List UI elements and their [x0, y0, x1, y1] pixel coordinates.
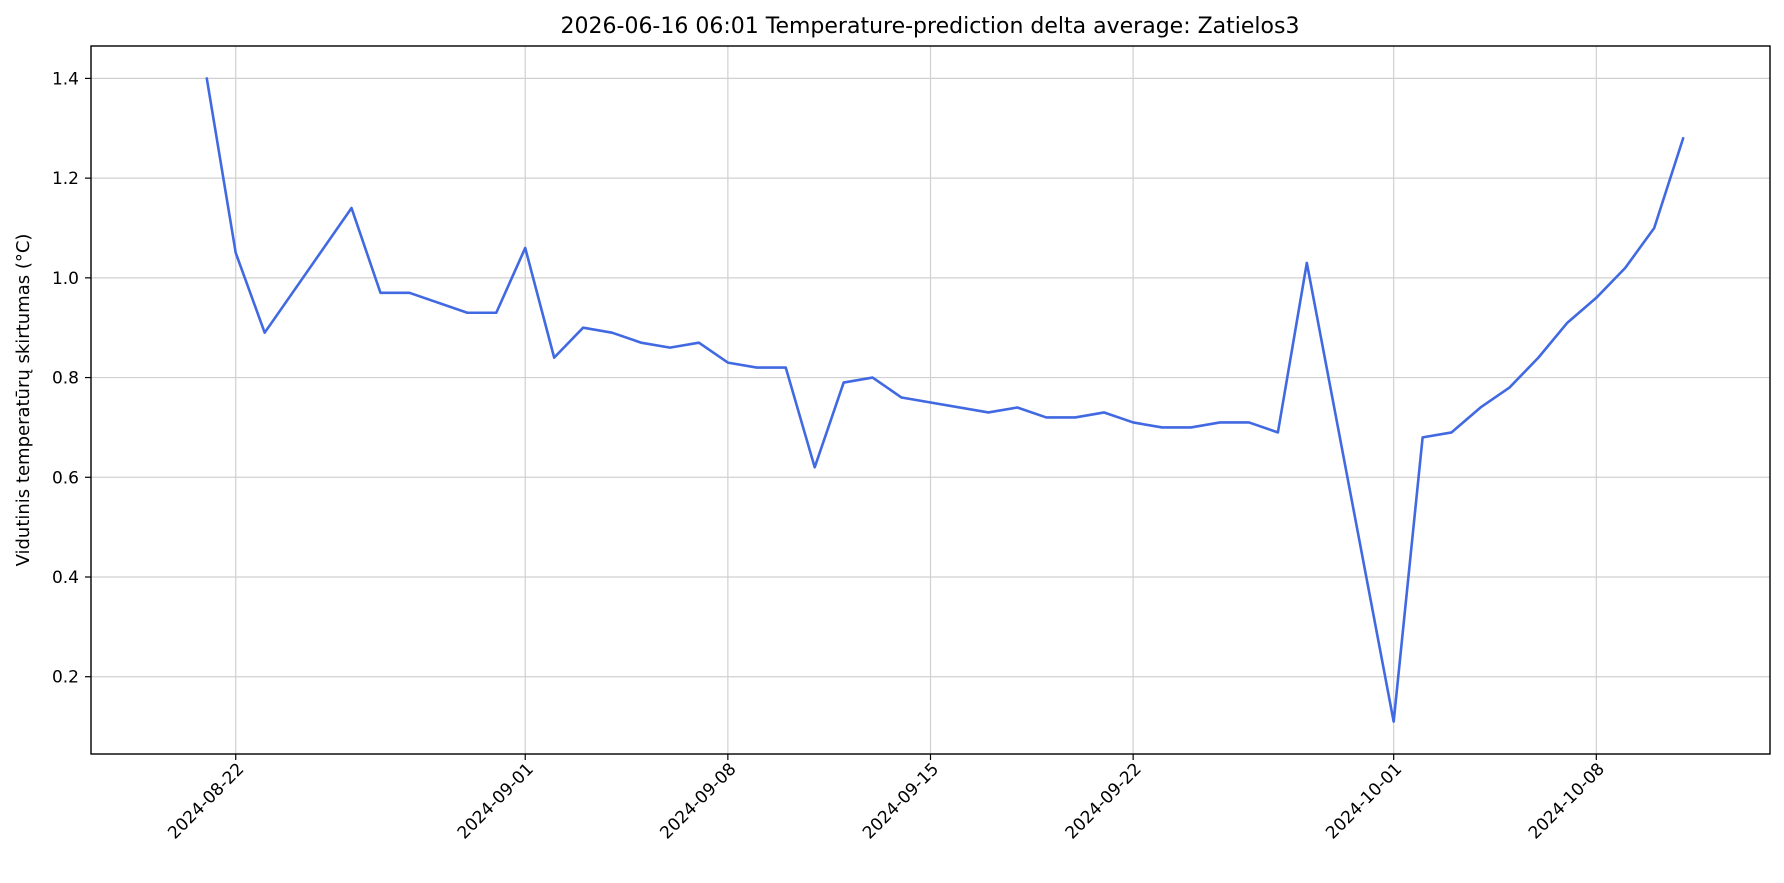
y-tick-label: 0.8 [52, 369, 79, 389]
y-tick-label: 0.6 [52, 468, 79, 488]
data-point [1219, 421, 1221, 423]
data-point [1045, 416, 1047, 418]
data-point [756, 367, 758, 369]
axis-ticks: 0.2 0.4 0.6 0.8 1.0 1.2 1.4 2024-08-22 2024-09-0… [52, 69, 1609, 843]
data-point [987, 411, 989, 413]
grid-lines [91, 46, 1770, 754]
y-tick-label: 0.4 [52, 568, 79, 588]
data-point [1277, 431, 1279, 433]
data-point [669, 347, 671, 349]
data-point [553, 357, 555, 359]
data-point [1306, 262, 1308, 264]
x-tick-label: 2024-09-22 [1062, 759, 1146, 843]
data-point [727, 362, 729, 364]
data-point [495, 312, 497, 314]
y-tick-label: 1.4 [52, 69, 79, 89]
data-point [843, 382, 845, 384]
x-tick-label: 2024-09-01 [454, 759, 538, 843]
data-point [785, 367, 787, 369]
x-tick-label: 2024-10-08 [1525, 759, 1609, 843]
data-point [1248, 421, 1250, 423]
data-point [1595, 297, 1597, 299]
data-point [814, 466, 816, 468]
data-point [1074, 416, 1076, 418]
data-point [235, 252, 237, 254]
data-point [206, 77, 208, 79]
data-point [1566, 322, 1568, 324]
data-point [1508, 387, 1510, 389]
y-tick-label: 1.0 [52, 269, 79, 289]
data-point [1016, 406, 1018, 408]
data-point [1103, 411, 1105, 413]
data-point [872, 377, 874, 379]
data-point [1537, 357, 1539, 359]
series-layer [205, 77, 1685, 723]
data-point [1653, 227, 1655, 229]
data-point [1624, 267, 1626, 269]
plot-frame [90, 45, 1771, 755]
x-tick-label: 2024-09-08 [656, 759, 740, 843]
x-tick-label: 2024-10-01 [1322, 759, 1406, 843]
data-point [524, 247, 526, 249]
data-point [1451, 431, 1453, 433]
y-tick-label: 1.2 [52, 169, 79, 189]
data-point [1132, 421, 1134, 423]
data-point [1480, 406, 1482, 408]
data-point [640, 342, 642, 344]
x-tick-label: 2024-08-22 [164, 759, 248, 843]
data-point [1190, 426, 1192, 428]
data-point [408, 292, 410, 294]
chart-title: 2026-06-16 06:01 Temperature-prediction … [561, 14, 1300, 39]
y-axis-label: Vidutinis temperatūrų skirtumas (°C) [13, 234, 34, 567]
data-point [1682, 137, 1684, 139]
data-point [1422, 436, 1424, 438]
data-point [611, 332, 613, 334]
data-point [1393, 721, 1395, 723]
data-point [379, 292, 381, 294]
data-point [351, 207, 353, 209]
x-tick-label: 2024-09-15 [859, 759, 943, 843]
data-point [698, 342, 700, 344]
y-tick-label: 0.2 [52, 668, 79, 688]
data-point [264, 332, 266, 334]
data-point [901, 397, 903, 399]
data-point [1161, 426, 1163, 428]
series-line [205, 77, 1685, 723]
data-point [466, 312, 468, 314]
data-point [582, 327, 584, 329]
